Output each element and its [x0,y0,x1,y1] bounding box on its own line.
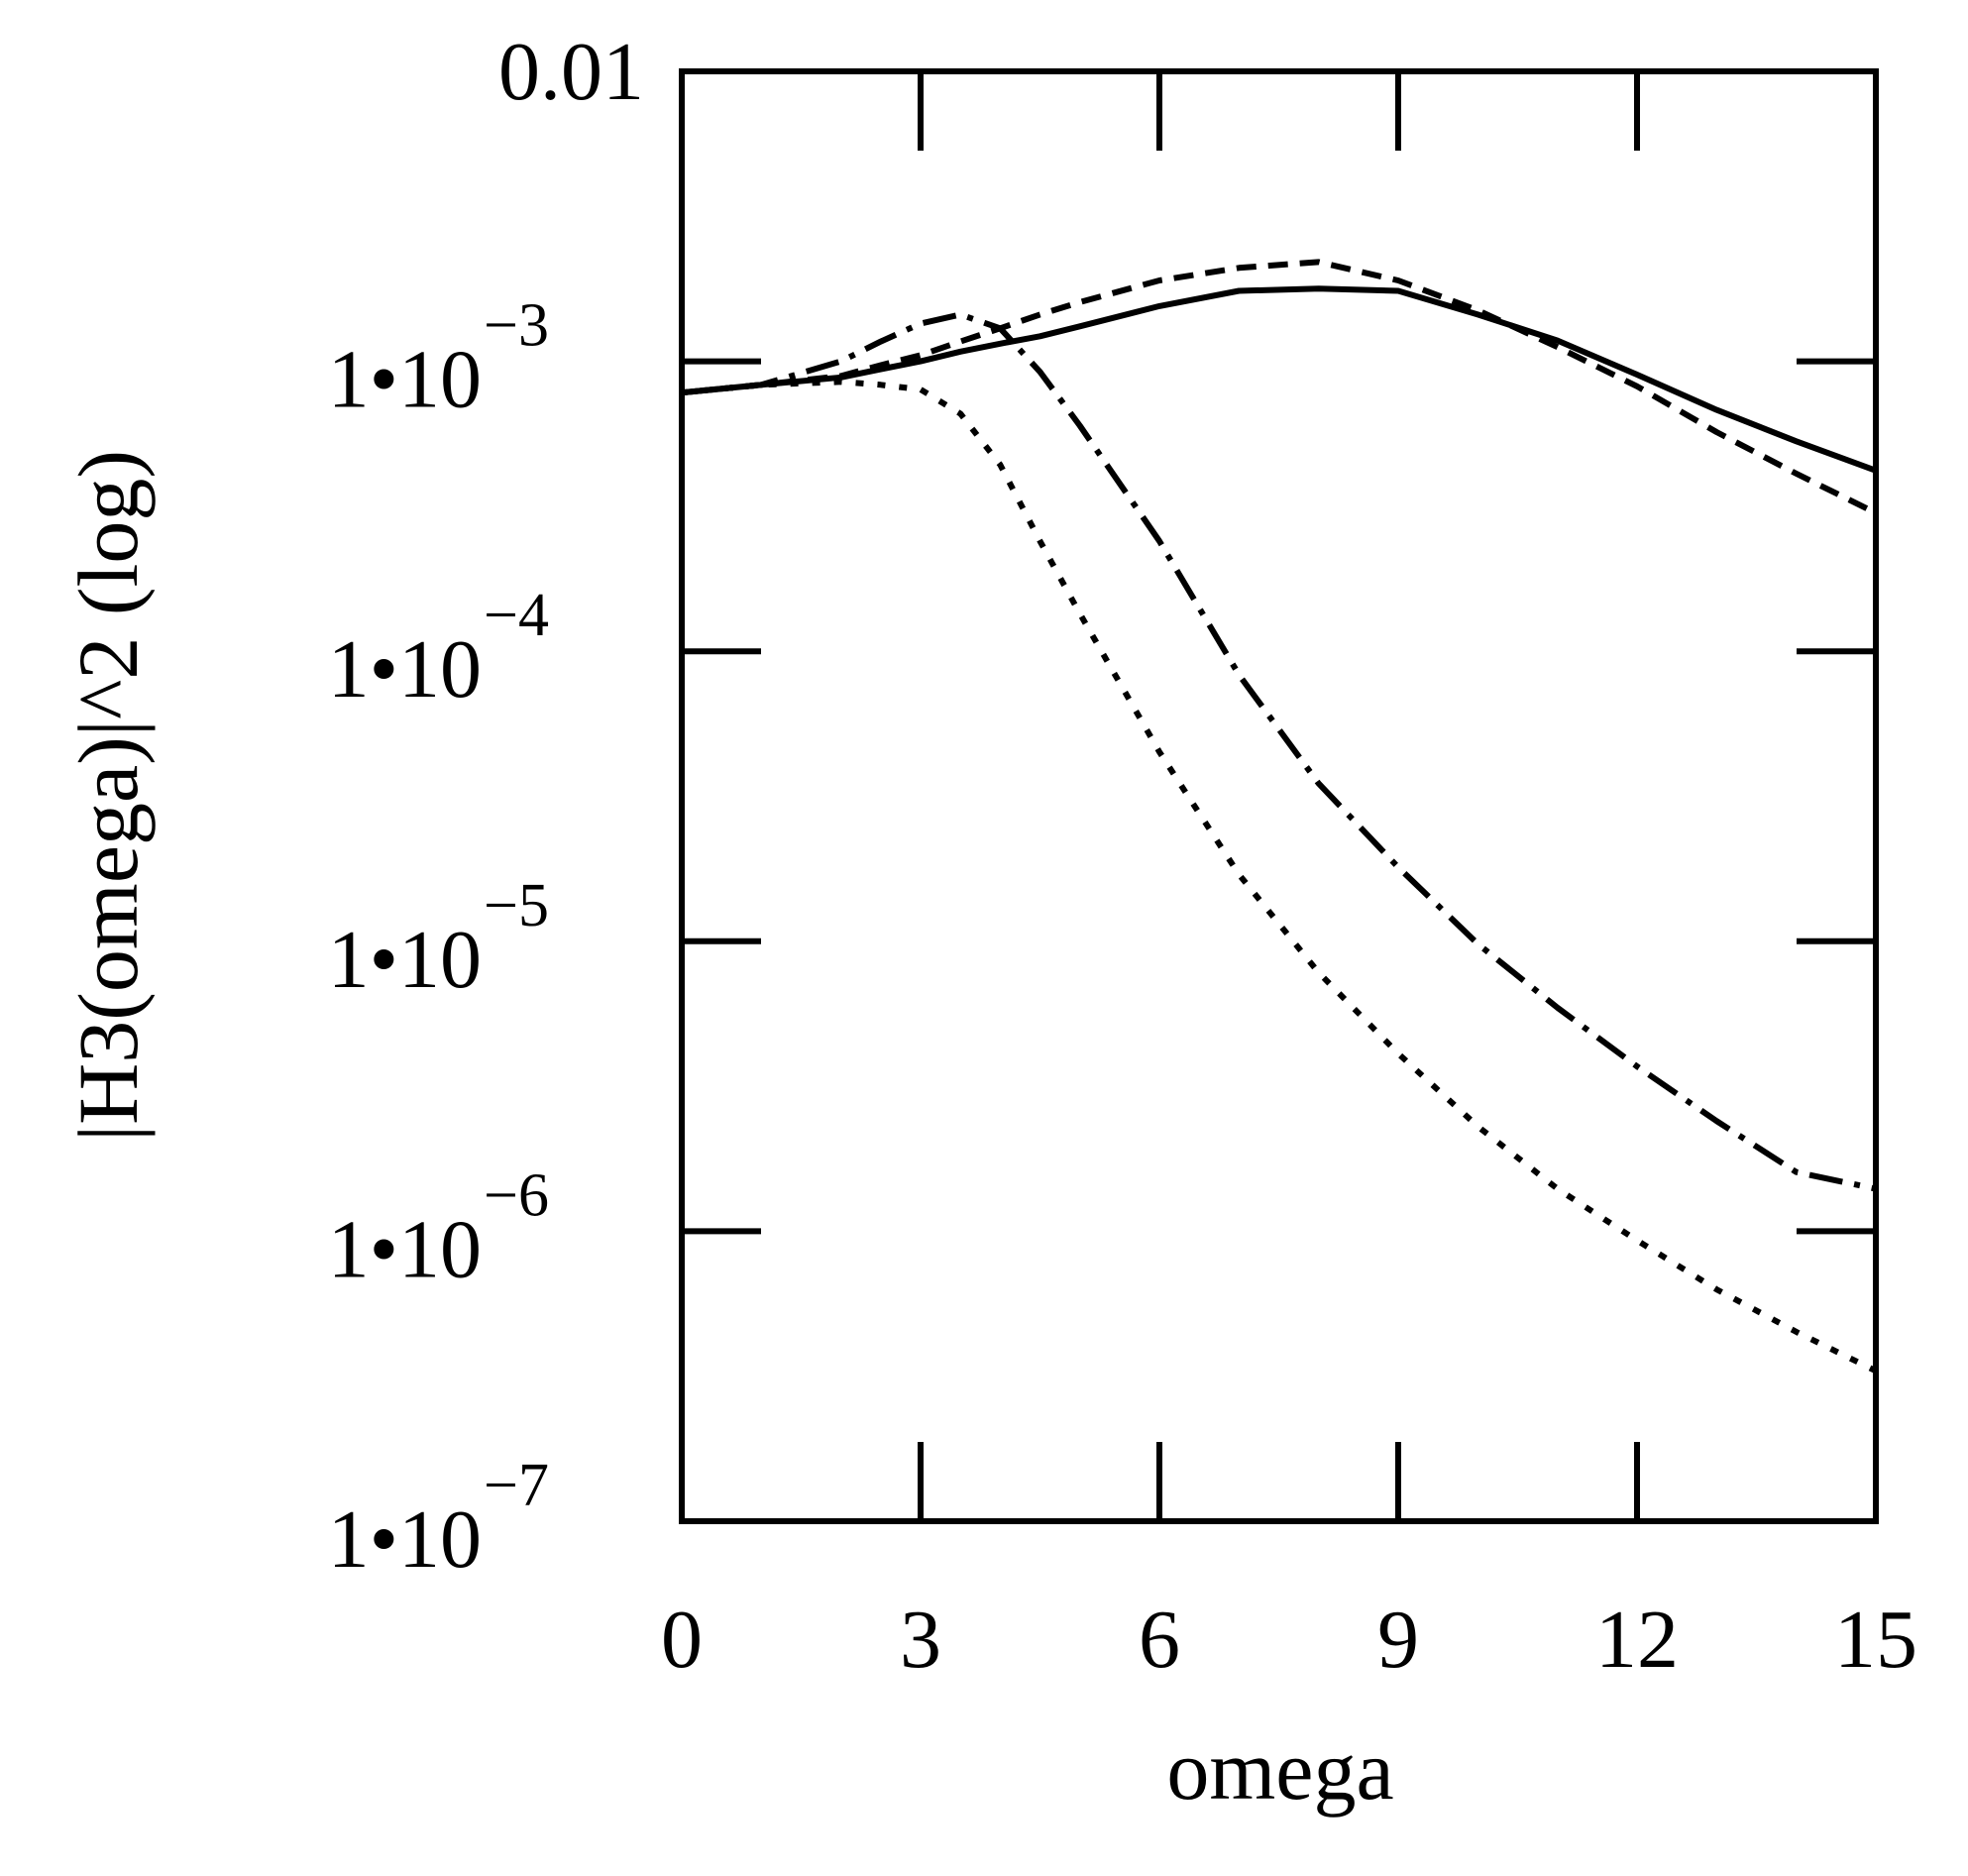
series-line-solid [681,285,1878,474]
y-tick-exponent: −6 [484,1161,549,1229]
y-tick-exponent: −3 [484,292,549,360]
x-tick-label: 0 [661,1594,703,1686]
y-tick-exponent: −4 [484,582,549,649]
y-tick-base: 1•10 [328,1203,482,1295]
y-tick-label: 1•10−4 [328,582,549,716]
y-tick-exponent: −5 [484,872,549,939]
y-axis-title: |H3(omega)|^2 (log) [60,450,156,1142]
x-tick-label: 12 [1595,1594,1679,1686]
x-axis-title: omega [1166,1722,1393,1818]
series-line-dash-dot [681,311,1877,1192]
y-tick-label: 1•10−5 [328,872,549,1006]
y-tick-label: 0.01 [498,26,644,118]
series-line-dashed [681,259,1878,516]
y-tick-base: 0.01 [498,26,644,118]
y-tick-exponent: −7 [484,1452,549,1519]
plot-frame [679,68,1879,1524]
x-tick-label: 6 [1139,1594,1180,1686]
x-tick-label: 15 [1834,1594,1917,1686]
y-tick-labels: 0.011•10−31•10−41•10−51•10−61•10−7 [328,26,644,1586]
x-tick-label: 3 [900,1594,941,1686]
series-line-dotted [681,379,1878,1374]
y-tick-base: 1•10 [328,623,482,716]
series-layer [681,259,1878,1374]
y-tick-label: 1•10−6 [328,1161,549,1295]
y-tick-base: 1•10 [328,334,482,426]
y-tick-label: 1•10−3 [328,292,549,426]
ticks-layer [682,71,1876,1521]
x-tick-label: 9 [1377,1594,1419,1686]
x-tick-labels: 0 3 6 9 12 15 [661,1594,1917,1686]
y-tick-base: 1•10 [328,1493,482,1586]
y-tick-label: 1•10−7 [328,1452,549,1586]
y-tick-base: 1•10 [328,914,482,1006]
